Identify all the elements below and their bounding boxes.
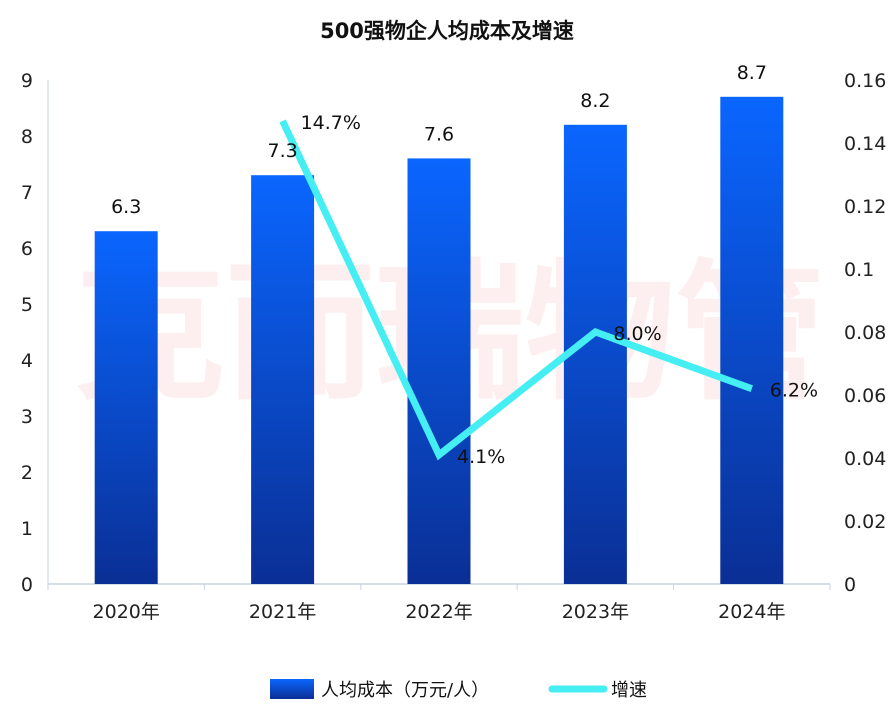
- bar: [720, 96, 784, 585]
- y-right-tick-label: 0.12: [844, 196, 886, 218]
- growth-line: [279, 119, 753, 461]
- y-right-tick-label: 0.06: [844, 385, 886, 407]
- x-tick-label: 2023年: [562, 601, 629, 623]
- bar-value-label: 7.3: [267, 140, 297, 162]
- line-value-label: 8.0%: [613, 323, 661, 345]
- y-left-tick-label: 8: [21, 126, 33, 148]
- bar-value-label: 8.2: [580, 90, 610, 112]
- y-right-tick-label: 0.04: [844, 448, 886, 470]
- y-right-tick-label: 0.08: [844, 322, 886, 344]
- y-left-tick-label: 3: [21, 406, 33, 428]
- x-tick-label: 2024年: [718, 601, 785, 623]
- bar: [563, 124, 627, 585]
- legend: 人均成本（万元/人） 增速: [270, 679, 647, 701]
- y-left-tick-label: 0: [21, 574, 33, 596]
- y-right-tick-label: 0.16: [844, 70, 886, 92]
- bar-value-label: 7.6: [424, 123, 454, 145]
- line-value-label: 6.2%: [770, 380, 818, 402]
- y-left-tick-label: 7: [21, 182, 33, 204]
- y-left-tick-label: 2: [21, 462, 33, 484]
- bar: [407, 158, 471, 584]
- y-left-tick-label: 6: [21, 238, 33, 260]
- y-left-tick-label: 9: [21, 70, 33, 92]
- x-tick-label: 2020年: [93, 601, 160, 623]
- y-right-tick-label: 0.1: [844, 259, 874, 281]
- y-right-tick-label: 0.14: [844, 133, 886, 155]
- x-tick-label: 2021年: [249, 601, 316, 623]
- axes: 0 1 2 3 4 5 6 7 8 9 0 0.02 0.04 0.06 0.08 0.1 0.12 0.14 0.…: [21, 70, 886, 623]
- bar-value-label: 6.3: [111, 196, 141, 218]
- y-right-tick-label: 0.02: [844, 511, 886, 533]
- y-right-tick-label: 0: [844, 574, 856, 596]
- bar-value-label: 8.7: [737, 62, 767, 84]
- chart-title: 500强物企人均成本及增速: [320, 19, 574, 43]
- bar-series: [94, 96, 784, 585]
- y-left-tick-label: 4: [21, 350, 33, 372]
- bar: [251, 175, 315, 584]
- data-labels: 6.3 7.3 7.6 8.2 8.7 14.7% 4.1% 8.0% 6.2%: [111, 62, 818, 468]
- y-left-tick-label: 5: [21, 294, 33, 316]
- y-left-tick-label: 1: [21, 518, 33, 540]
- legend-label-bar: 人均成本（万元/人）: [321, 680, 489, 701]
- bar: [94, 231, 158, 584]
- x-tick-label: 2022年: [405, 601, 472, 623]
- line-value-label: 4.1%: [457, 446, 505, 468]
- legend-label-line: 增速: [611, 680, 647, 701]
- legend-swatch-bar: [270, 679, 314, 699]
- line-series: [279, 119, 753, 461]
- line-value-label: 14.7%: [301, 112, 361, 134]
